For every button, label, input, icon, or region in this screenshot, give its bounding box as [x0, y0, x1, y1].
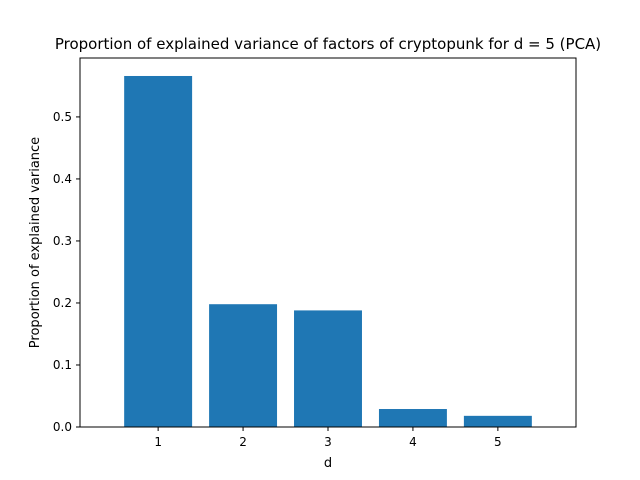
- y-axis-label: Proportion of explained variance: [28, 137, 43, 348]
- x-tick-label-3: 3: [324, 435, 332, 449]
- plot-frame: [79, 57, 577, 428]
- chart-title: Proportion of explained variance of fact…: [55, 35, 601, 53]
- x-axis-label: d: [324, 456, 332, 471]
- plot-area: 1 2 3 4 5 0.0 0.1 0.2 0.3 0.4 0.5: [53, 75, 532, 449]
- bar-2: [209, 304, 278, 427]
- bar-5: [463, 415, 532, 427]
- y-tick-label-0.4: 0.4: [53, 172, 72, 186]
- y-tick-label-0.3: 0.3: [53, 234, 72, 248]
- bar-3: [294, 310, 362, 427]
- bar-1: [124, 75, 193, 428]
- bar-4: [378, 409, 447, 427]
- x-tick-label-1: 1: [154, 435, 162, 449]
- y-tick-label-0.1: 0.1: [53, 358, 72, 372]
- x-tick-label-4: 4: [409, 435, 417, 449]
- y-tick-label-0.0: 0.0: [53, 420, 72, 434]
- y-tick-label-0.5: 0.5: [53, 110, 72, 124]
- x-tick-label-5: 5: [494, 435, 502, 449]
- y-tick-label-0.2: 0.2: [53, 296, 72, 310]
- x-tick-label-2: 2: [239, 435, 247, 449]
